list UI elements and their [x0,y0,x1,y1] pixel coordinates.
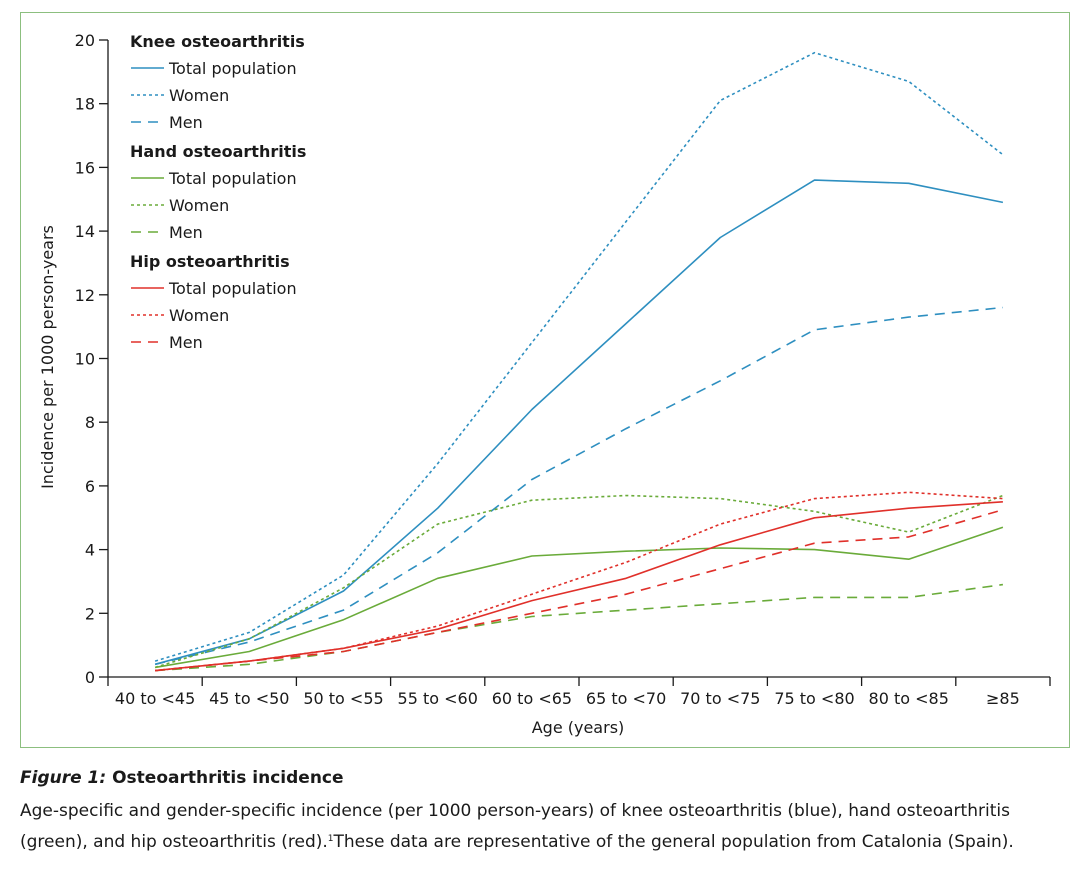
x-tick-label: 75 to <80 [774,689,854,708]
series-line-hip-men [155,509,1004,672]
legend-group-title: Knee osteoarthritis [130,32,305,51]
x-axis-label: Age (years) [532,718,625,737]
caption-body: Age-specific and gender-specific inciden… [20,801,1010,852]
y-tick-label: 4 [85,541,95,560]
series-line-hip-total-population [155,501,1003,672]
x-tick-label: 45 to <50 [209,689,289,708]
y-tick-label: 2 [85,604,95,623]
legend-entry-label: Women [169,196,229,215]
y-tick-label: 16 [75,158,95,177]
x-tick-label: 80 to <85 [869,689,949,708]
incidence-line-chart: 0 2 4 6 8 10 12 14 16 18 20 40 to <45 45 to <50 50 to… [38,31,1051,737]
series-line-knee-women [154,51,1004,662]
legend-entry-label: Women [169,86,229,105]
caption-body-continued: These data are representative of the gen… [333,832,1014,852]
chart-series [154,51,1004,672]
legend-group-title: Hip osteoarthritis [130,252,290,271]
series-line-knee-total-population [154,179,1004,666]
y-tick-label: 0 [85,668,95,687]
y-tick-label: 20 [75,31,95,50]
legend-entry-label: Women [169,306,229,325]
y-tick-label: 14 [75,222,95,241]
legend-group-title: Hand osteoarthritis [130,142,306,161]
series-line-hip-women [155,491,1003,672]
series-line-knee-men [154,306,1003,666]
x-tick-label: 40 to <45 [115,689,195,708]
y-tick-label: 12 [75,286,95,305]
legend-entry-label: Total population [168,59,297,78]
figure-label: Figure 1: [20,768,107,788]
y-tick-label: 6 [85,477,95,496]
y-tick-label: 18 [75,95,95,114]
y-tick-label: 8 [85,413,95,432]
x-tick-label: 60 to <65 [492,689,572,708]
x-tick-label: 70 to <75 [680,689,760,708]
figure-caption-title: Figure 1: Osteoarthritis incidence [20,768,344,788]
y-tick-label: 10 [75,350,95,369]
x-tick-label: 55 to <60 [398,689,478,708]
figure-frame [20,12,1070,748]
caption-reference: 1 [327,834,334,844]
legend-entry-label: Total population [168,169,297,188]
legend-entry-label: Men [169,113,203,132]
series-line-hand-total-population [154,526,1004,669]
series-line-hand-women [154,494,1004,669]
x-tick-label: 65 to <70 [586,689,666,708]
x-tick-label: 50 to <55 [303,689,383,708]
x-tick-label: ≥85 [986,689,1020,708]
series-line-hand-men [155,583,1004,672]
figure-caption-text: Age-specific and gender-specific inciden… [20,797,1080,856]
chart-legend: Knee osteoarthritis Total population Women… [130,32,306,352]
legend-entry-label: Total population [168,279,297,298]
figure-title: Osteoarthritis incidence [112,768,344,788]
chart-axes: 0 2 4 6 8 10 12 14 16 18 20 40 to <45 45 to <50 50 to… [75,31,1051,708]
y-axis-label: Incidence per 1000 person-years [38,225,57,489]
legend-entry-label: Men [169,333,203,352]
legend-entry-label: Men [169,223,203,242]
